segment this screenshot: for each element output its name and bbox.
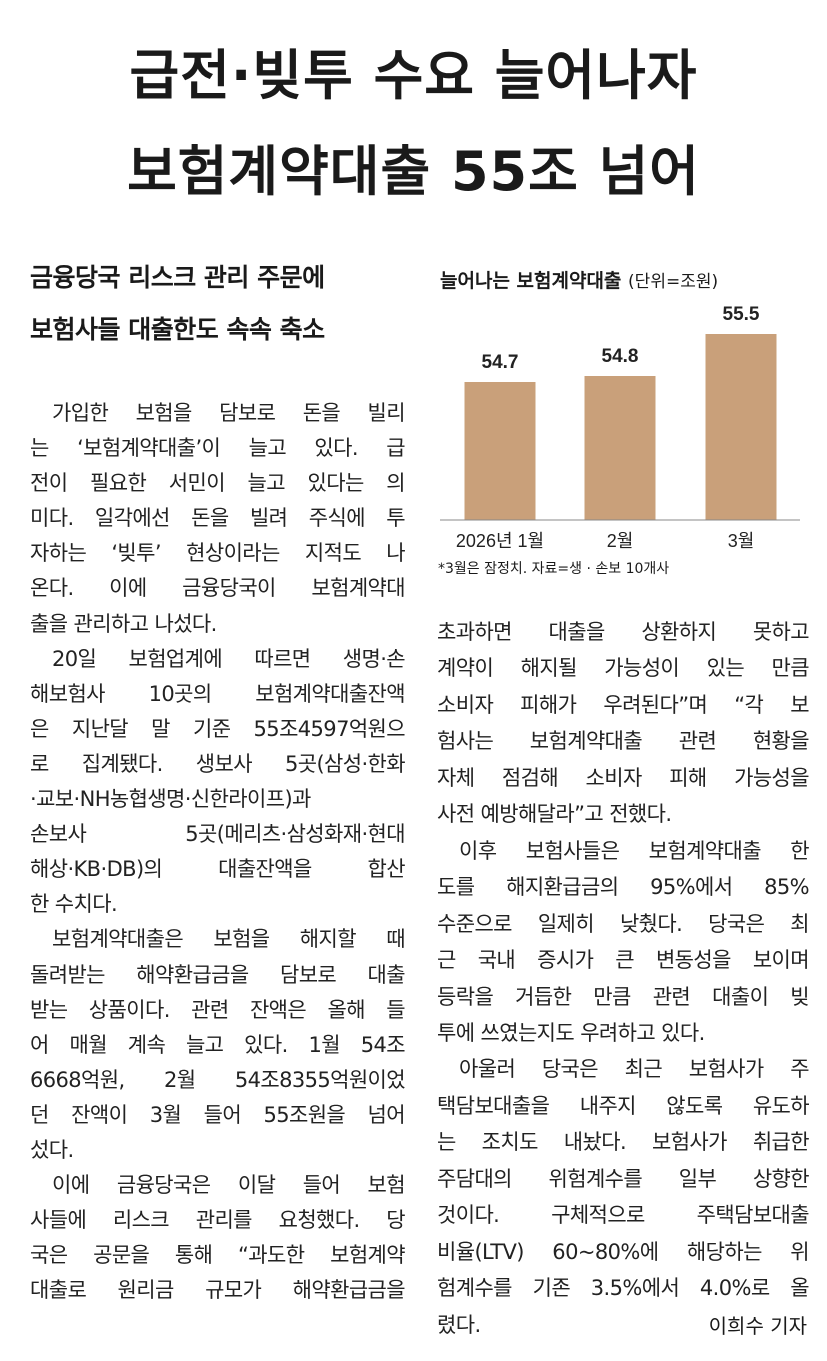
article-line: 받는 상품이다. 관련 잔액은 올해 들 xyxy=(30,997,406,1022)
article-line: 사들에 리스크 관리를 요청했다. 당 xyxy=(30,1208,406,1233)
article-line: 자하는 ‘빚투’ 현상이라는 지적도 나 xyxy=(30,541,406,566)
article-line: 험사는 보험계약대출 관련 현황을 xyxy=(437,729,810,754)
article-line: 수준으로 일제히 낮췄다. 당국은 최 xyxy=(437,911,810,936)
article-line: 투에 쓰였는지도 우려하고 있다. xyxy=(437,1020,705,1045)
article-line: 국은 공문을 통해 “과도한 보험계약 xyxy=(30,1243,406,1268)
article-line: 것이다. 구체적으로 주택담보대출 xyxy=(437,1203,810,1228)
article-line: 사전 예방해달라”고 전했다. xyxy=(437,802,672,827)
article-line: 해보험사 10곳의 보험계약대출잔액 xyxy=(30,681,406,706)
article-line: 가입한 보험을 담보로 돈을 빌리 xyxy=(52,401,406,425)
article-line: 전이 필요한 서민이 늘고 있다는 의 xyxy=(30,471,406,496)
bar-value-label: 55.5 xyxy=(723,304,760,325)
article-line: 비율(LTV) 60~80%에 해당하는 위 xyxy=(437,1239,810,1264)
bar-chart: 54.7 2026년 1월 54.8 2월 55.5 3월 xyxy=(440,304,800,551)
bar-value-label: 54.7 xyxy=(482,352,519,373)
category-label: 2월 xyxy=(607,531,634,551)
article-line: 어 매월 계속 늘고 있다. 1월 54조 xyxy=(30,1032,406,1057)
article-line: 초과하면 대출을 상환하지 못하고 xyxy=(437,620,810,644)
article-line: 근 국내 증시가 큰 변동성을 보이며 xyxy=(437,948,810,973)
bar xyxy=(584,376,656,520)
subheadline-line: 보험사들 대출한도 속속 축소 xyxy=(30,315,325,344)
article-line: 20일 보험업계에 따르면 생명·손 xyxy=(52,646,406,671)
chart-title-text: 늘어나는 보험계약대출 xyxy=(440,270,622,292)
article-line: 계약이 해지될 가능성이 있는 만큼 xyxy=(437,656,810,681)
article-line: 는 조치도 내놨다. 보험사가 취급한 xyxy=(437,1130,810,1155)
article-line: 는 ‘보험계약대출’이 늘고 있다. 급 xyxy=(30,436,406,461)
headline: 급전·빚투 수요 늘어나자 보험계약대출 55조 넘어 xyxy=(0,28,827,220)
category-label: 3월 xyxy=(728,531,755,551)
article-line: 소비자 피해가 우려된다”며 “각 보 xyxy=(437,692,810,717)
article-line: 등락을 거듭한 만큼 관련 대출이 빚 xyxy=(437,984,810,1009)
article-line: ·교보·NH농협생명·신한라이프)과 xyxy=(30,787,311,812)
article-line: 손보사 5곳(메리츠·삼성화재·현대 xyxy=(30,822,406,847)
article-line: 보험계약대출은 보험을 해지할 때 xyxy=(52,927,406,952)
bar-value-label: 54.8 xyxy=(602,346,639,367)
bar xyxy=(464,382,536,520)
article-line: 돌려받는 해약환급금을 담보로 대출 xyxy=(30,962,406,987)
bar xyxy=(705,334,777,520)
article-line: 험계수를 기존 3.5%에서 4.0%로 올 xyxy=(437,1276,810,1301)
article-line: 6668억원, 2월 54조8355억원이었 xyxy=(30,1067,406,1092)
article-line: 대출로 원리금 규모가 해약환급금을 xyxy=(30,1278,406,1303)
subheadline: 금융당국 리스크 관리 주문에 보험사들 대출한도 속속 축소 xyxy=(30,252,410,356)
article-line: 주담대의 위험계수를 일부 상향한 xyxy=(437,1166,810,1191)
article-line: 로 집계됐다. 생보사 5곳(삼성·한화 xyxy=(30,751,406,776)
article-line: 이에 금융당국은 이달 들어 보험 xyxy=(52,1173,406,1198)
article-line: 온다. 이에 금융당국이 보험계약대 xyxy=(30,576,406,601)
chart-unit: (단위=조원) xyxy=(628,272,719,292)
byline: 이희수 기자 xyxy=(708,1314,807,1338)
chart-footnote: *3월은 잠정치. 자료=생 · 손보 10개사 xyxy=(438,561,670,577)
category-label: 2026년 1월 xyxy=(456,531,544,551)
subheadline-line: 금융당국 리스크 관리 주문에 xyxy=(30,263,325,292)
article-line: 아울러 당국은 최근 보험사가 주 xyxy=(459,1057,810,1082)
article-line: 해상·KB·DB)의 대출잔액을 합산 xyxy=(30,857,406,882)
article-line: 던 잔액이 3월 들어 55조원을 넘어 xyxy=(30,1102,406,1127)
article-line: 자체 점검해 소비자 피해 가능성을 xyxy=(437,765,810,790)
article-line: 은 지난달 말 기준 55조4597억원으 xyxy=(30,716,406,741)
article-line: 렸다. xyxy=(437,1312,481,1337)
chart-title: 늘어나는 보험계약대출 (단위=조원) xyxy=(440,266,718,293)
article-line: 출을 관리하고 나섰다. xyxy=(30,611,217,636)
article-line: 한 수치다. xyxy=(30,892,118,917)
article-line: 섰다. xyxy=(30,1137,74,1162)
headline-line: 보험계약대출 55조 넘어 xyxy=(127,140,700,203)
article-line: 택담보대출을 내주지 않도록 유도하 xyxy=(437,1093,810,1118)
article-line: 이후 보험사들은 보험계약대출 한 xyxy=(459,838,810,863)
article-line: 미다. 일각에선 돈을 빌려 주식에 투 xyxy=(30,506,406,531)
article-line: 도를 해지환급금의 95%에서 85% xyxy=(437,875,810,900)
headline-line: 급전·빚투 수요 늘어나자 xyxy=(129,44,698,107)
